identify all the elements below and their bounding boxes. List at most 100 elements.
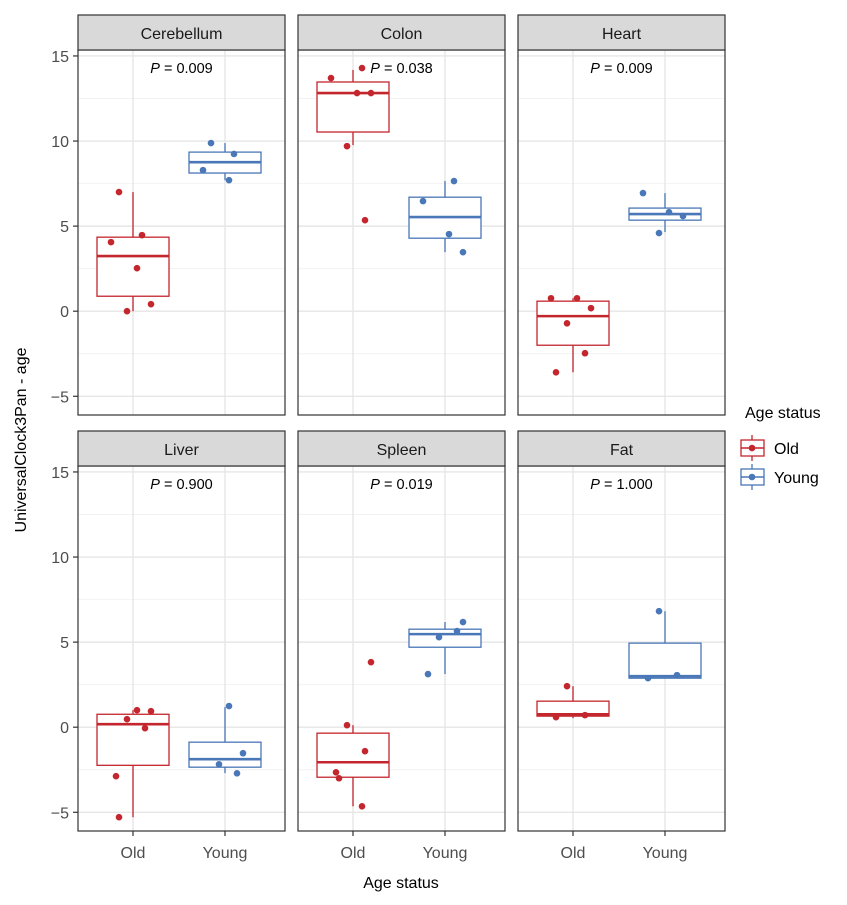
y-tick-label: 5 [60,219,69,236]
data-point [147,707,155,715]
facet-strip [77,430,286,467]
x-axis-title: Age status [363,875,439,892]
y-tick-label: 15 [51,49,69,66]
p-value-label: P = 0.009 [590,61,652,77]
data-point [115,188,123,196]
data-point [141,724,149,732]
panel-background [78,50,285,415]
data-point [573,294,581,302]
facet-strip [77,14,286,51]
y-tick-label: 10 [51,134,69,151]
data-point [563,319,571,327]
y-tick-label: 15 [51,465,69,482]
data-point [107,238,115,246]
data-point [679,212,687,220]
y-axis-title: UniversalClock3Pan - age [13,347,30,532]
p-value-label: P = 0.019 [370,477,432,493]
legend-key-point [748,473,756,481]
data-point [230,150,238,158]
x-tick-label: Young [423,845,468,862]
data-point [552,713,560,721]
data-point [552,368,560,376]
facet-label: Spleen [377,442,427,459]
data-point [419,197,427,205]
box-old [96,236,170,297]
p-value-label: P = 0.900 [150,477,212,493]
data-point [133,706,141,714]
box-old [316,732,390,778]
data-point [112,772,120,780]
data-point [239,749,247,757]
data-point [665,208,673,216]
y-tick-label: 0 [60,720,69,737]
data-point [335,774,343,782]
p-value-label: P = 0.009 [150,61,212,77]
p-value-label: P = 1.000 [590,477,652,493]
data-point [547,294,555,302]
data-point [233,770,241,777]
data-point [581,711,589,719]
facet-strip [517,14,726,51]
panel-background [518,50,725,415]
data-point [199,166,207,174]
data-point [147,300,155,308]
data-point [361,216,369,224]
data-point [450,177,458,185]
data-point [367,89,375,97]
box-old [536,300,610,346]
facet-label: Cerebellum [141,26,223,43]
legend-label-young: Young [774,470,819,487]
data-point [655,607,663,615]
y-tick-label: −5 [51,389,69,406]
box-young [188,741,262,768]
data-point [367,658,375,666]
x-tick-label: Young [203,845,248,862]
box-young [408,628,482,648]
data-point [453,627,461,635]
box-old [96,713,170,766]
box-old [316,81,390,133]
x-tick-label: Old [121,845,146,862]
data-point [459,618,467,626]
data-point [581,349,589,357]
data-point [327,74,335,82]
x-tick-label: Young [643,845,688,862]
data-point [563,682,571,690]
data-point [115,813,123,821]
y-tick-label: 0 [60,304,69,321]
data-point [435,633,443,641]
data-point [424,670,432,678]
y-tick-label: 5 [60,635,69,652]
data-point [332,768,340,776]
data-point [133,264,141,272]
data-point [343,721,351,729]
box-young [628,642,702,679]
data-point [123,715,131,723]
data-point [673,671,681,679]
data-point [353,89,361,97]
data-point [358,803,366,810]
legend-label-old: Old [774,441,799,458]
data-point [343,142,351,150]
facet-label: Liver [164,442,199,459]
data-point [225,176,233,184]
facet-strip [517,430,726,467]
facet-label: Colon [381,26,423,43]
data-point [358,64,366,72]
data-point [123,307,131,315]
data-point [207,139,215,147]
y-tick-label: 10 [51,550,69,567]
data-point [215,760,223,768]
data-point [138,231,146,239]
x-tick-label: Old [341,845,366,862]
data-point [459,248,467,256]
data-point [587,304,595,312]
facet-strip [297,14,506,51]
data-point [225,702,233,710]
facet-strip [297,430,506,467]
data-point [445,230,453,238]
data-point [655,229,663,237]
y-tick-label: −5 [51,805,69,822]
